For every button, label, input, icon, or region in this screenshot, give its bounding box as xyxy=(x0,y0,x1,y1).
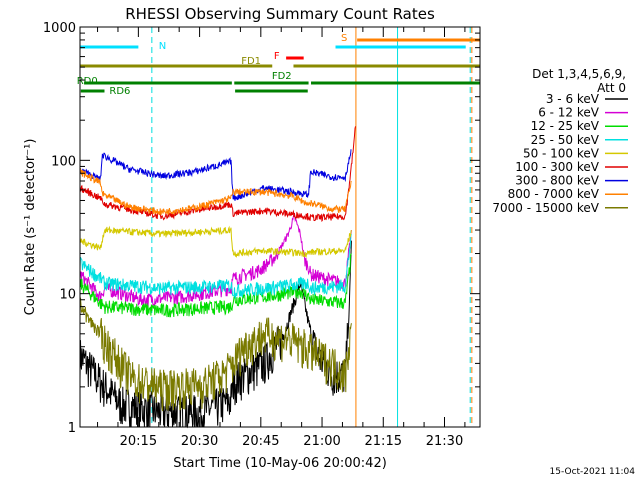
legend-label-1: 6 - 12 keV xyxy=(538,106,600,120)
y-tick-label-1: 10 xyxy=(59,288,76,303)
legend-title-line-2: Att 0 xyxy=(597,81,626,95)
y-tick-label-2: 100 xyxy=(51,154,76,169)
state-label-f: F xyxy=(274,51,280,62)
y-axis-ticks: 1 10 100 1000 xyxy=(43,21,480,436)
x-axis-ticks: 20:15 20:30 20:45 21:00 21:15 21:30 xyxy=(97,27,466,449)
x-tick-label-1: 20:30 xyxy=(181,434,218,449)
series-line-8 xyxy=(79,297,352,412)
state-bars: N S F FD1 FD2 RD0 RD6 xyxy=(77,33,480,97)
x-tick-label-5: 21:30 xyxy=(426,434,463,449)
timestamp: 15-Oct-2021 11:04 xyxy=(550,467,636,477)
plot-area: N S F FD1 FD2 RD0 RD6 xyxy=(77,27,480,429)
legend-label-8: 7000 - 15000 keV xyxy=(492,201,599,215)
state-label-fd1: FD1 xyxy=(241,56,261,67)
series-line-1 xyxy=(79,212,352,307)
series-line-7 xyxy=(79,167,352,216)
x-tick-label-2: 20:45 xyxy=(242,434,279,449)
y-tick-label-3: 1000 xyxy=(43,21,76,36)
state-label-s: S xyxy=(341,33,347,44)
legend-label-5: 100 - 300 keV xyxy=(515,160,599,174)
legend-label-2: 12 - 25 keV xyxy=(531,119,600,133)
legend-label-3: 25 - 50 keV xyxy=(531,133,600,147)
series-lines xyxy=(79,126,356,429)
legend-title-line-1: Det 1,3,4,5,6,9, xyxy=(532,67,626,81)
state-label-n: N xyxy=(159,41,166,52)
x-tick-label-0: 20:15 xyxy=(120,434,157,449)
series-line-4 xyxy=(79,225,352,259)
legend-label-0: 3 - 6 keV xyxy=(546,92,600,106)
series-line-6 xyxy=(79,149,352,201)
legend-label-6: 300 - 800 keV xyxy=(515,174,599,188)
legend-label-4: 50 - 100 keV xyxy=(523,146,600,160)
y-tick-label-0: 1 xyxy=(68,421,76,436)
state-label-rd0: RD0 xyxy=(77,76,98,87)
plot-frame xyxy=(79,26,481,428)
state-label-rd6: RD6 xyxy=(109,86,130,97)
series-line-2 xyxy=(79,253,352,318)
x-tick-label-4: 21:15 xyxy=(365,434,402,449)
x-axis-label: Start Time (10-May-06 20:00:42) xyxy=(173,456,387,471)
chart-title: RHESSI Observing Summary Count Rates xyxy=(125,5,435,23)
state-label-fd2: FD2 xyxy=(272,71,292,82)
series-line-3 xyxy=(79,233,352,300)
series-line-0 xyxy=(79,240,352,429)
y-axis-label: Count Rate (s⁻¹ detector⁻¹) xyxy=(23,139,38,316)
x-tick-label-3: 21:00 xyxy=(303,434,340,449)
legend-label-7: 800 - 7000 keV xyxy=(508,187,600,201)
